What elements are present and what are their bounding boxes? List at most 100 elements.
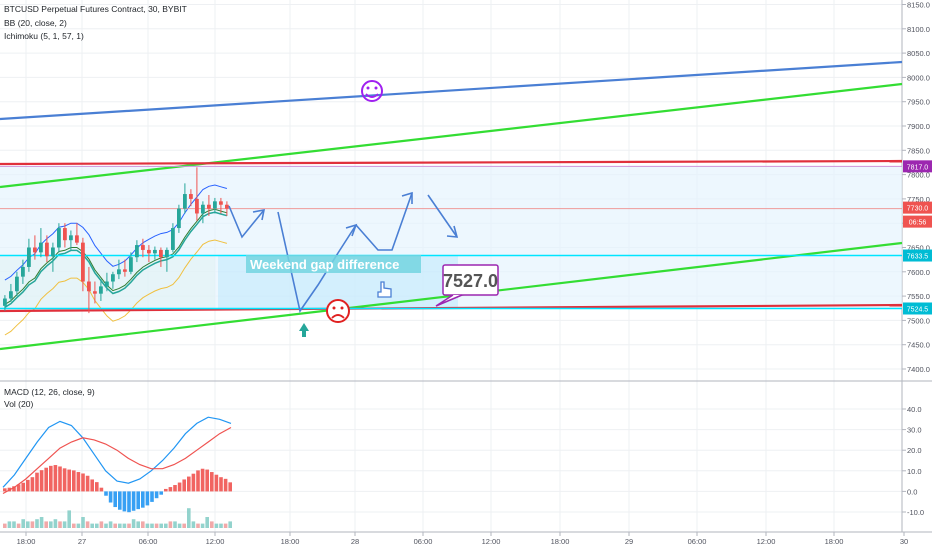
time-tick-label: 12:00 <box>482 537 501 546</box>
price-tick-label: 7550.0 <box>907 292 930 301</box>
target-callout-box <box>442 264 499 296</box>
volume-bar <box>210 521 214 528</box>
volume-bar <box>187 508 191 528</box>
bb-legend[interactable]: BB (20, close, 2) <box>4 18 67 28</box>
conversion-line <box>4 211 228 308</box>
candle-body <box>3 298 7 306</box>
pointing-hand-icon <box>377 281 392 298</box>
price-tick-label: 7500.0 <box>907 316 930 325</box>
time-tick-label: 18:00 <box>825 537 844 546</box>
time-tick-label: 30 <box>900 537 908 546</box>
volume-bar <box>90 523 94 528</box>
price-tick-label: 7750.0 <box>907 195 930 204</box>
macd-histogram-bar <box>113 491 117 508</box>
volume-bar <box>145 523 150 528</box>
price-badge <box>903 302 932 315</box>
candle-body <box>189 194 193 199</box>
price-axis-panel <box>902 0 932 550</box>
macd-pane <box>2 416 232 528</box>
macd-histogram-bar <box>145 491 150 506</box>
vol-legend[interactable]: Vol (20) <box>4 399 34 409</box>
volume-bar <box>205 517 209 528</box>
volume-bar <box>99 521 104 528</box>
price-tick-label: 7400.0 <box>907 365 930 374</box>
arrowhead <box>252 209 266 221</box>
price-tick-label: 8100.0 <box>907 25 930 34</box>
price-badge <box>903 215 932 228</box>
volume-bar <box>35 519 39 528</box>
price-tick-label: 7800.0 <box>907 171 930 180</box>
volume-bar <box>53 519 58 528</box>
macd-histogram-bar <box>210 472 214 492</box>
candle-body <box>225 204 229 209</box>
candle-body <box>45 242 49 257</box>
macd-histogram-bar <box>53 465 58 492</box>
smiley-eye <box>374 86 378 90</box>
candle-body <box>153 249 157 254</box>
price-tick-label: 7850.0 <box>907 146 930 155</box>
price-tick-label: 7950.0 <box>907 98 930 107</box>
macd-histogram-bar <box>21 482 25 492</box>
price-badges: 7817.0 7730.0 06:56 7633.5 7524.5 <box>903 160 932 315</box>
macd-histogram-bar <box>154 491 159 499</box>
candle-body <box>87 281 91 292</box>
macd-histogram-bar <box>16 484 21 492</box>
volume-bar <box>104 523 108 528</box>
volume-bar <box>127 523 131 528</box>
macd-histogram-bar <box>44 467 48 492</box>
macd-histogram-bar <box>196 470 200 492</box>
volume-bar <box>122 523 127 528</box>
macd-histogram-bar <box>205 469 209 492</box>
macd-line <box>2 416 232 488</box>
macd-legend[interactable]: MACD (12, 26, close, 9) <box>4 387 95 397</box>
volume-bar <box>191 521 196 528</box>
macd-histogram-bar <box>99 487 104 492</box>
macd-histogram-bar <box>127 491 131 513</box>
macd-tick-label: 20.0 <box>907 446 922 455</box>
macd-histogram-bar <box>228 482 232 492</box>
volume-bar <box>200 523 205 528</box>
macd-tick-label: 10.0 <box>907 467 922 476</box>
macd-histogram-bar <box>12 486 16 492</box>
time-tick-label: 18:00 <box>17 537 36 546</box>
sad-eye <box>332 306 336 310</box>
macd-histogram-bar <box>219 477 223 492</box>
ichimoku-legend[interactable]: Ichimoku (5, 1, 57, 1) <box>4 31 84 41</box>
price-badge <box>903 160 932 173</box>
candle-body <box>147 249 151 254</box>
symbol-legend[interactable]: BTCUSD Perpetual Futures Contract, 30, B… <box>4 4 187 14</box>
candle-body <box>33 247 37 253</box>
smiley-face-icon <box>361 80 383 102</box>
volume-bar <box>76 523 81 528</box>
price-badge-text: 7524.5 <box>907 306 929 313</box>
macd-histogram-bar <box>159 491 163 495</box>
up-arrow-icon <box>299 323 309 337</box>
macd-histogram-bar <box>3 488 7 492</box>
price-badge-text: 7730.0 <box>907 206 929 213</box>
volume-bar <box>108 521 113 528</box>
macd-histogram-bar <box>108 491 113 503</box>
volume-bar <box>131 519 136 528</box>
smiley-outline <box>361 80 383 102</box>
volume-bar <box>182 523 186 528</box>
annotation-drawings[interactable] <box>228 191 459 337</box>
macd-histogram-bar <box>187 476 191 492</box>
time-tick-label: 06:00 <box>139 537 158 546</box>
price-tick-label: 7650.0 <box>907 244 930 253</box>
price-badge <box>903 249 932 262</box>
macd-histogram-bar <box>72 470 76 492</box>
smiley-eye <box>366 86 370 90</box>
volume-bar <box>39 517 44 528</box>
volume-bar <box>177 523 182 528</box>
macd-histogram-bar <box>118 491 122 510</box>
signal-line <box>2 426 232 495</box>
candle-body <box>171 228 175 250</box>
volume-bar <box>214 523 219 528</box>
candle-body <box>141 245 145 250</box>
macd-tick-label: 30.0 <box>907 426 922 435</box>
smiley-mouth <box>365 93 379 98</box>
candle-body <box>201 204 205 214</box>
volume-bar <box>72 523 76 528</box>
macd-histogram-bar <box>214 474 219 492</box>
price-axis: 8150.0 8100.0 8050.0 8000.0 7950.0 7900.0 7850… <box>902 1 930 374</box>
